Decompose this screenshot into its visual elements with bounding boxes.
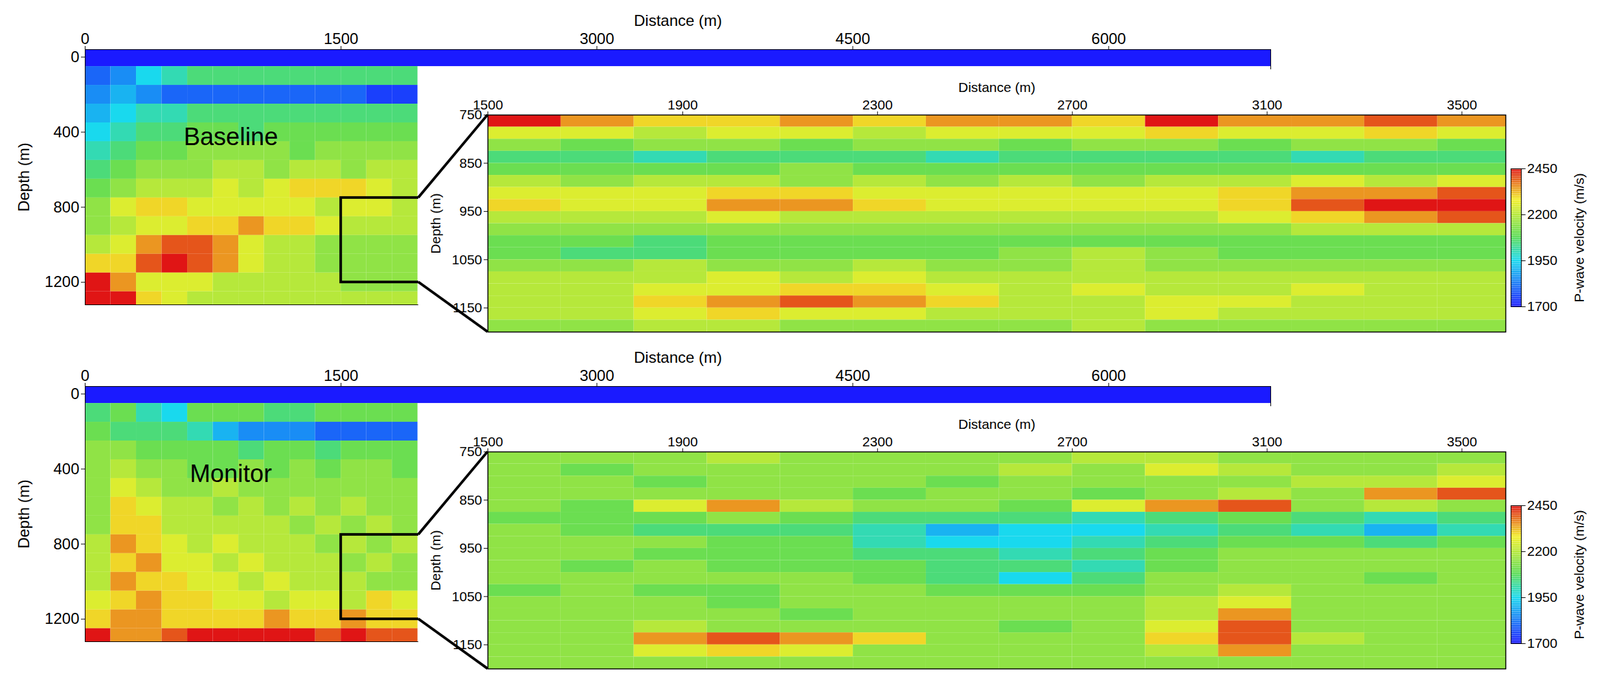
svg-text:750: 750 bbox=[459, 443, 483, 459]
svg-text:950: 950 bbox=[459, 540, 482, 555]
svg-text:850: 850 bbox=[459, 492, 482, 508]
svg-text:1500: 1500 bbox=[323, 29, 359, 48]
svg-text:Depth (m): Depth (m) bbox=[14, 142, 33, 212]
svg-text:4500: 4500 bbox=[835, 29, 870, 48]
svg-text:0: 0 bbox=[70, 47, 79, 66]
svg-text:2300: 2300 bbox=[862, 433, 893, 449]
svg-text:3500: 3500 bbox=[1446, 97, 1477, 113]
svg-text:1950: 1950 bbox=[1527, 589, 1558, 605]
svg-text:Distance (m): Distance (m) bbox=[633, 348, 722, 366]
html-text:P-wave velocity (m/s): P-wave velocity (m/s) bbox=[1571, 172, 1587, 302]
svg-text:1500: 1500 bbox=[472, 433, 504, 449]
svg-text:1500: 1500 bbox=[323, 366, 359, 384]
svg-text:Depth (m): Depth (m) bbox=[14, 479, 33, 549]
svg-text:Distance (m): Distance (m) bbox=[633, 11, 722, 30]
svg-text:1150: 1150 bbox=[452, 299, 482, 315]
svg-text:Baseline: Baseline bbox=[183, 123, 279, 151]
svg-text:750: 750 bbox=[459, 106, 483, 122]
svg-text:0: 0 bbox=[70, 384, 79, 403]
svg-text:1500: 1500 bbox=[472, 97, 504, 113]
svg-text:2200: 2200 bbox=[1527, 543, 1558, 559]
svg-text:Distance (m): Distance (m) bbox=[958, 79, 1036, 95]
svg-text:800: 800 bbox=[53, 534, 79, 553]
svg-text:2300: 2300 bbox=[862, 97, 893, 113]
html-text:P-wave velocity (m/s): P-wave velocity (m/s) bbox=[1571, 509, 1587, 639]
svg-text:1950: 1950 bbox=[1527, 252, 1558, 268]
svg-text:950: 950 bbox=[459, 203, 482, 219]
svg-text:2700: 2700 bbox=[1057, 97, 1088, 113]
svg-text:1200: 1200 bbox=[44, 272, 79, 291]
svg-text:4500: 4500 bbox=[835, 366, 870, 384]
svg-text:3100: 3100 bbox=[1252, 97, 1283, 113]
svg-text:3000: 3000 bbox=[579, 29, 614, 48]
svg-text:1900: 1900 bbox=[667, 97, 699, 113]
svg-text:Distance (m): Distance (m) bbox=[958, 416, 1036, 432]
svg-text:Depth (m): Depth (m) bbox=[428, 192, 443, 254]
svg-text:Monitor: Monitor bbox=[189, 459, 272, 487]
svg-text:1050: 1050 bbox=[451, 588, 483, 604]
svg-text:6000: 6000 bbox=[1091, 366, 1127, 384]
svg-text:1050: 1050 bbox=[451, 251, 483, 267]
svg-text:3000: 3000 bbox=[579, 366, 614, 384]
svg-text:3100: 3100 bbox=[1252, 433, 1283, 449]
svg-text:0: 0 bbox=[80, 366, 90, 384]
svg-text:400: 400 bbox=[53, 123, 79, 141]
svg-text:800: 800 bbox=[53, 198, 79, 216]
svg-text:2200: 2200 bbox=[1527, 206, 1558, 222]
svg-text:850: 850 bbox=[459, 155, 482, 171]
svg-text:1900: 1900 bbox=[667, 433, 699, 449]
svg-text:1200: 1200 bbox=[44, 609, 79, 627]
svg-text:1700: 1700 bbox=[1527, 635, 1558, 651]
svg-text:3500: 3500 bbox=[1446, 433, 1477, 449]
svg-text:2450: 2450 bbox=[1527, 497, 1558, 513]
svg-text:1700: 1700 bbox=[1527, 298, 1558, 314]
svg-text:2700: 2700 bbox=[1057, 433, 1088, 449]
svg-text:Depth (m): Depth (m) bbox=[428, 529, 443, 590]
svg-text:2450: 2450 bbox=[1527, 160, 1558, 176]
svg-text:0: 0 bbox=[80, 29, 90, 48]
svg-text:1150: 1150 bbox=[452, 636, 482, 652]
svg-text:6000: 6000 bbox=[1091, 29, 1127, 48]
svg-text:400: 400 bbox=[53, 459, 79, 478]
